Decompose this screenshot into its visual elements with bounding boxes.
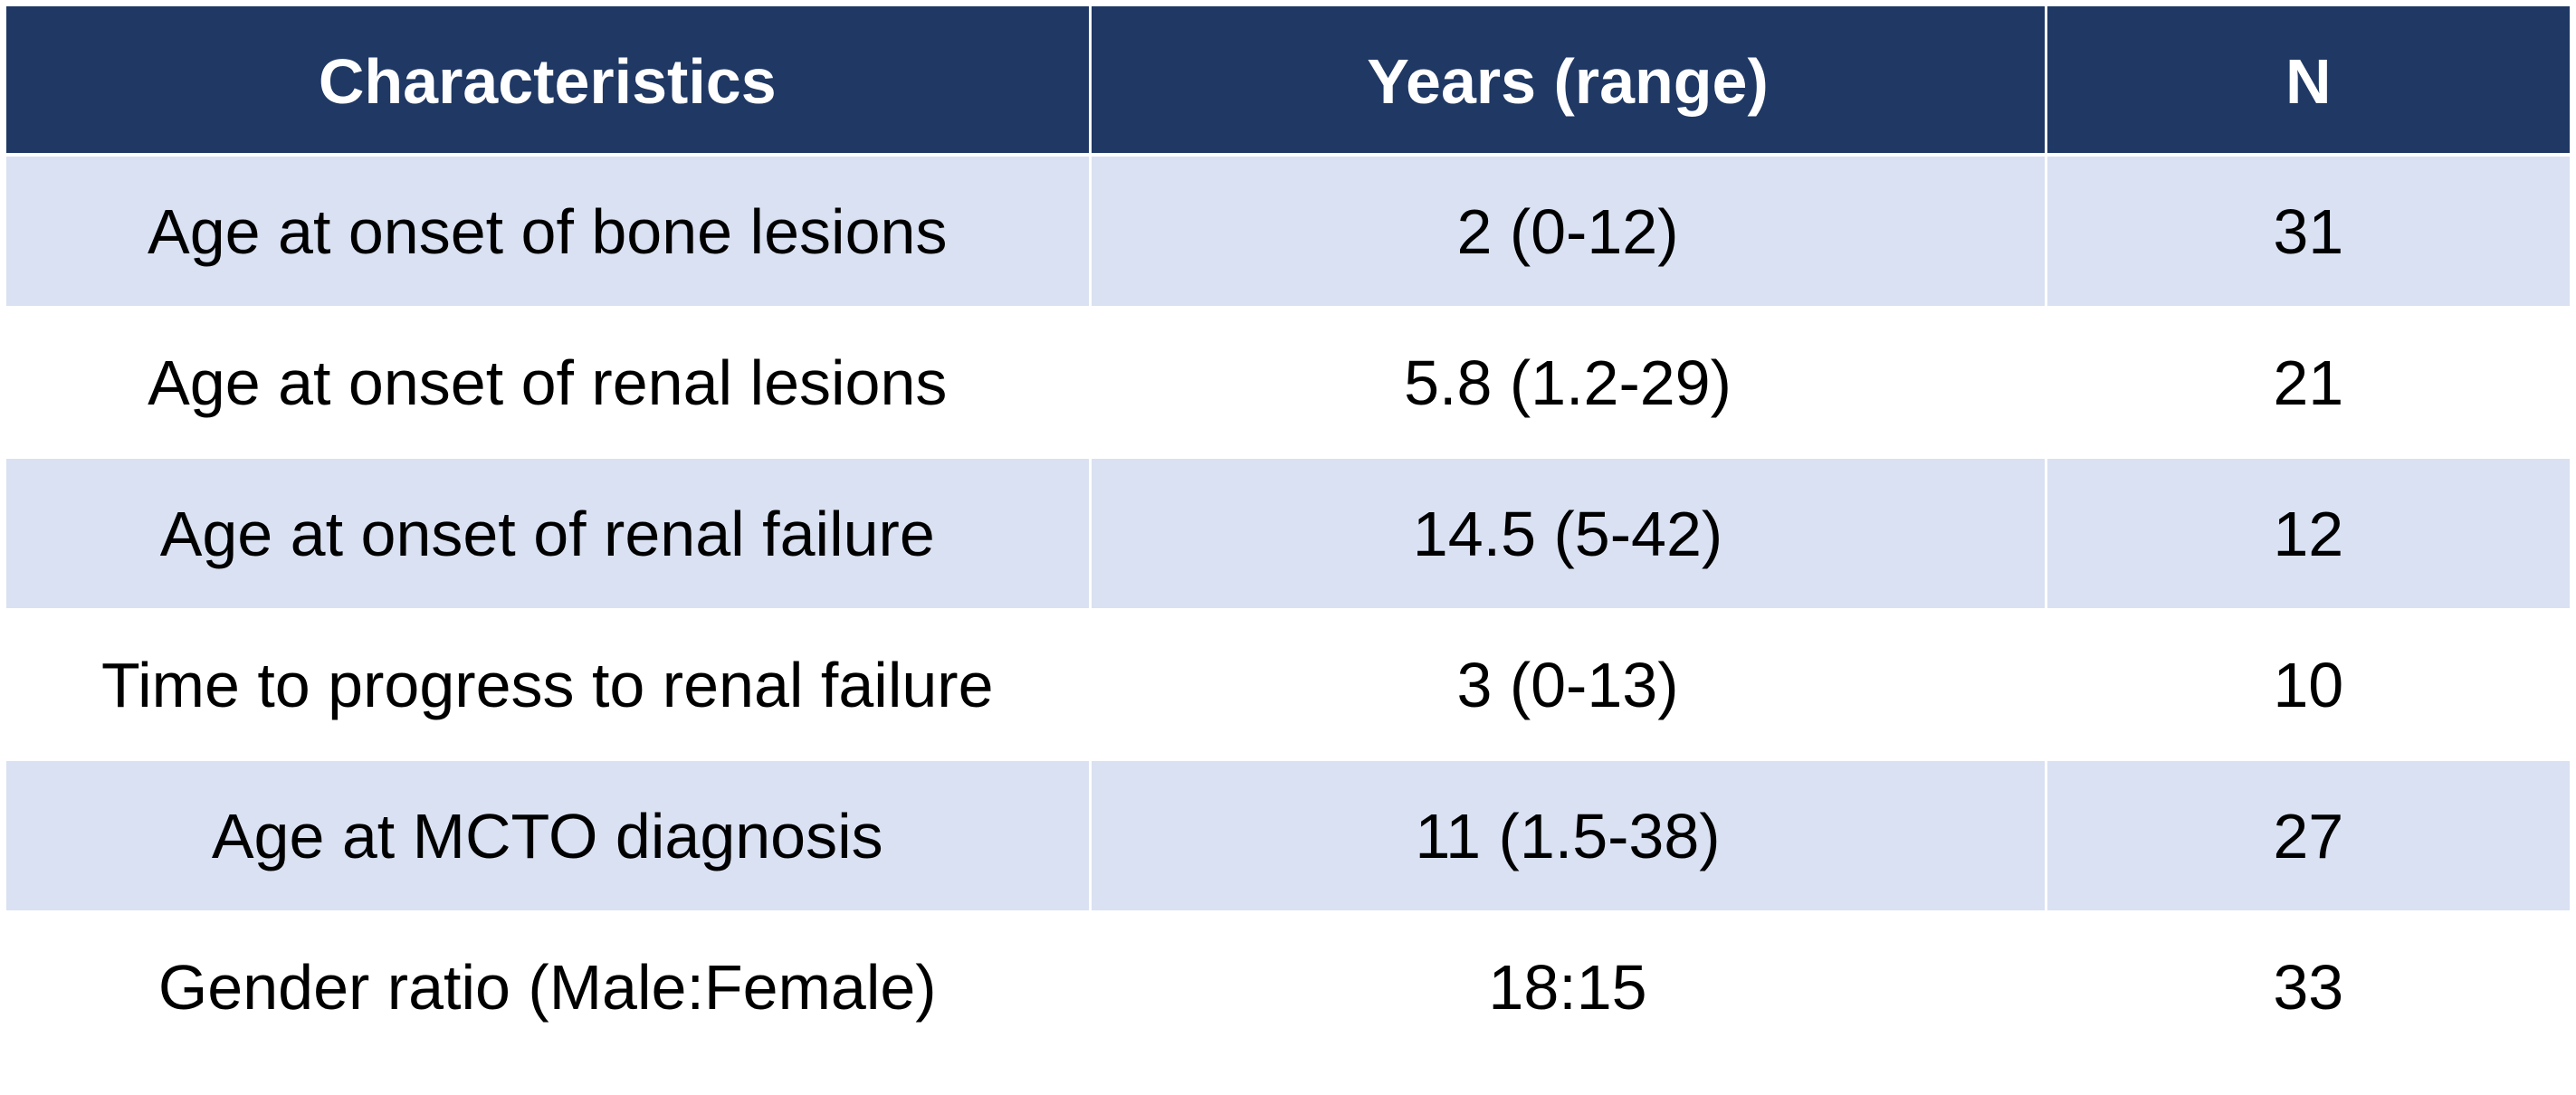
cell-years-range: 11 (1.5-38) xyxy=(1088,759,2046,911)
table-row: Time to progress to renal failure 3 (0-1… xyxy=(6,608,2570,760)
cell-characteristic: Age at onset of renal failure xyxy=(6,457,1090,609)
cell-years-range: 2 (0-12) xyxy=(1088,154,2046,307)
header-characteristics: Characteristics xyxy=(6,6,1090,157)
table-row: Age at onset of bone lesions 2 (0-12) 31 xyxy=(6,154,2570,307)
table-body: Age at onset of bone lesions 2 (0-12) 31… xyxy=(6,154,2570,1062)
cell-years-range: 18:15 xyxy=(1088,910,2046,1062)
cell-n: 21 xyxy=(2044,306,2570,458)
cell-n: 33 xyxy=(2044,910,2570,1062)
cell-years-range: 14.5 (5-42) xyxy=(1088,457,2046,609)
header-n: N xyxy=(2044,6,2570,157)
cell-n: 10 xyxy=(2044,608,2570,760)
cell-n: 12 xyxy=(2044,457,2570,609)
cell-characteristic: Gender ratio (Male:Female) xyxy=(6,910,1090,1062)
cell-characteristic: Age at onset of renal lesions xyxy=(6,306,1090,458)
cell-years-range: 3 (0-13) xyxy=(1088,608,2046,760)
cell-characteristic: Age at onset of bone lesions xyxy=(6,154,1090,307)
header-years-range: Years (range) xyxy=(1088,6,2046,157)
cell-characteristic: Time to progress to renal failure xyxy=(6,608,1090,760)
table-header: Characteristics Years (range) N xyxy=(6,6,2570,157)
table-row: Gender ratio (Male:Female) 18:15 33 xyxy=(6,910,2570,1062)
cell-characteristic: Age at MCTO diagnosis xyxy=(6,759,1090,911)
table-row: Age at onset of renal failure 14.5 (5-42… xyxy=(6,457,2570,609)
cell-n: 31 xyxy=(2044,154,2570,307)
cell-years-range: 5.8 (1.2-29) xyxy=(1088,306,2046,458)
cell-n: 27 xyxy=(2044,759,2570,911)
characteristics-table-container: Characteristics Years (range) N Age at o… xyxy=(6,6,2570,1062)
characteristics-table: Characteristics Years (range) N Age at o… xyxy=(6,6,2570,1062)
header-row: Characteristics Years (range) N xyxy=(6,6,2570,157)
table-row: Age at MCTO diagnosis 11 (1.5-38) 27 xyxy=(6,759,2570,911)
table-row: Age at onset of renal lesions 5.8 (1.2-2… xyxy=(6,306,2570,458)
